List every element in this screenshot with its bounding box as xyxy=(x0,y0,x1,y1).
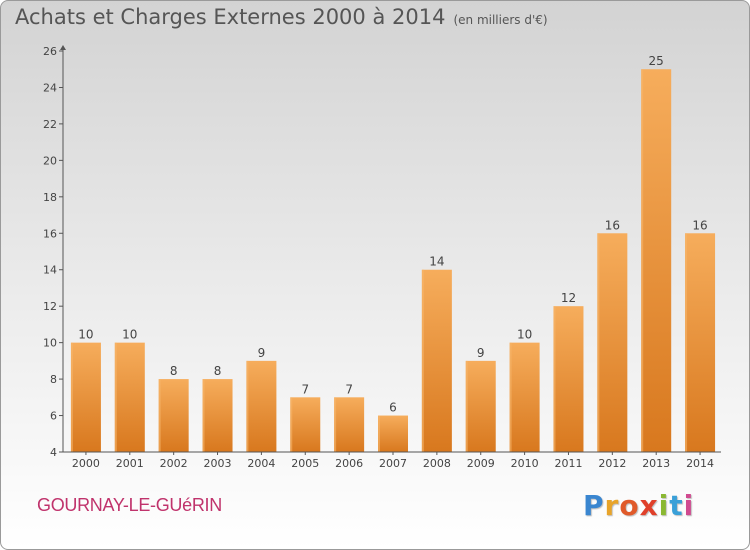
bar-highlight xyxy=(290,397,293,452)
bar-highlight xyxy=(597,233,600,452)
data-label: 8 xyxy=(214,364,222,378)
x-tick-label: 2014 xyxy=(686,457,714,470)
y-tick-label: 10 xyxy=(43,337,57,350)
bar xyxy=(509,342,540,452)
bar-highlight xyxy=(553,306,556,452)
bar xyxy=(421,269,452,452)
logo-letter: t xyxy=(669,489,684,522)
data-label: 9 xyxy=(477,346,485,360)
data-label: 12 xyxy=(561,291,576,305)
y-tick-label: 24 xyxy=(43,81,57,94)
x-tick-label: 2002 xyxy=(160,457,188,470)
logo-letter: o xyxy=(619,489,640,522)
bar xyxy=(334,397,365,452)
logo-letter: i xyxy=(683,489,695,522)
x-tick-label: 2011 xyxy=(554,457,582,470)
bar-highlight xyxy=(202,379,205,452)
y-axis-arrow xyxy=(60,45,66,50)
bar-highlight xyxy=(70,342,73,452)
data-label: 10 xyxy=(78,328,93,342)
data-label: 8 xyxy=(170,364,178,378)
bar xyxy=(158,379,189,452)
x-tick-label: 2003 xyxy=(204,457,232,470)
bar xyxy=(597,233,628,452)
bar-highlight xyxy=(509,342,512,452)
x-tick-label: 2001 xyxy=(116,457,144,470)
logo-letter: P xyxy=(583,489,605,522)
y-tick-label: 14 xyxy=(43,264,57,277)
data-label: 16 xyxy=(692,218,707,232)
data-label: 14 xyxy=(429,255,444,269)
chart-title-text: Achats et Charges Externes 2000 à 2014 xyxy=(15,5,446,29)
bar xyxy=(246,360,277,452)
bar xyxy=(465,360,496,452)
bar-highlight xyxy=(685,233,688,452)
y-tick-label: 18 xyxy=(43,191,57,204)
y-tick-label: 6 xyxy=(50,410,57,423)
data-label: 10 xyxy=(122,328,137,342)
x-tick-label: 2005 xyxy=(291,457,319,470)
chart-subtitle: (en milliers d'€) xyxy=(453,13,548,27)
x-tick-label: 2008 xyxy=(423,457,451,470)
x-tick-label: 2006 xyxy=(335,457,363,470)
bar xyxy=(114,342,145,452)
bar xyxy=(202,379,233,452)
bar-highlight xyxy=(641,69,644,453)
y-tick-label: 22 xyxy=(43,118,57,131)
logo-letter: r xyxy=(604,489,620,522)
data-label: 9 xyxy=(258,346,266,360)
bar-highlight xyxy=(378,415,380,452)
y-tick-label: 8 xyxy=(50,373,57,386)
x-tick-label: 2010 xyxy=(511,457,539,470)
bars-group: 10 10 8 8 9 7 7 6 14 9 10 12 16 25 16 xyxy=(70,54,716,453)
x-tick-label: 2004 xyxy=(247,457,275,470)
logo-letter: x xyxy=(639,489,659,522)
bar xyxy=(553,306,584,452)
y-tick-label: 20 xyxy=(43,154,57,167)
bar xyxy=(70,342,101,452)
bar-highlight xyxy=(246,360,249,452)
y-tick-label: 4 xyxy=(50,446,57,459)
y-tick-label: 12 xyxy=(43,300,57,313)
chart-title: Achats et Charges Externes 2000 à 2014 (e… xyxy=(15,5,548,29)
x-tick-label: 2013 xyxy=(642,457,670,470)
proxiti-logo[interactable]: Proxiti xyxy=(583,489,694,522)
bar-highlight xyxy=(334,397,337,452)
y-tick-label: 16 xyxy=(43,227,57,240)
x-tick-label: 2000 xyxy=(72,457,100,470)
bar xyxy=(685,233,716,452)
data-label: 10 xyxy=(517,328,532,342)
x-tick-label: 2012 xyxy=(598,457,626,470)
data-label: 6 xyxy=(389,401,397,415)
bar-highlight xyxy=(465,360,468,452)
data-label: 25 xyxy=(649,54,664,68)
bar-highlight xyxy=(421,269,424,452)
bar xyxy=(641,69,672,453)
data-label: 16 xyxy=(605,218,620,232)
bar-highlight xyxy=(114,342,117,452)
axes-group: 2000 2001 2002 2003 2004 2005 2006 2007 2008 2009… xyxy=(43,45,721,470)
x-tick-label: 2007 xyxy=(379,457,407,470)
x-tick-label: 2009 xyxy=(467,457,495,470)
bar xyxy=(378,415,408,452)
data-label: 7 xyxy=(301,382,309,396)
bar xyxy=(290,397,321,452)
logo-letter: i xyxy=(658,489,670,522)
data-label: 7 xyxy=(345,382,353,396)
commune-name: GOURNAY-LE-GUéRIN xyxy=(37,495,222,515)
bar-highlight xyxy=(158,379,161,452)
y-tick-label: 26 xyxy=(43,45,57,58)
